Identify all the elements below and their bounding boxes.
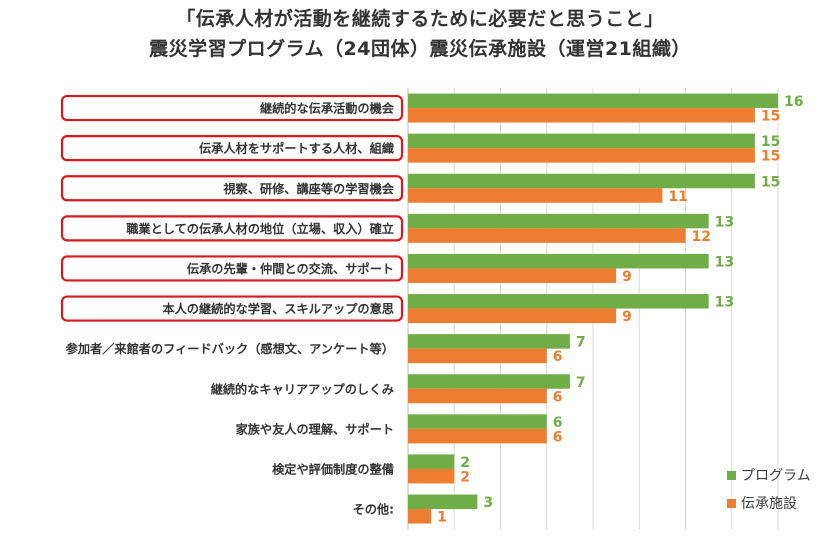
data-label: 12 xyxy=(692,229,711,245)
category-label: 家族や友人の理解、サポート xyxy=(236,421,394,436)
data-label: 6 xyxy=(553,429,563,445)
bar-program xyxy=(408,213,709,229)
data-label: 13 xyxy=(715,214,734,230)
bar-facility xyxy=(408,428,547,444)
data-label: 2 xyxy=(460,469,470,485)
chart-title: 「伝承人材が活動を継続するために必要だと思うこと」 震災学習プログラム（24団体… xyxy=(0,4,840,64)
bar-program xyxy=(408,494,478,510)
highlight-box xyxy=(60,175,404,202)
data-label: 16 xyxy=(784,94,803,110)
bar-facility xyxy=(408,388,547,404)
data-label: 13 xyxy=(715,254,734,270)
category-label: 継続的な伝承活動の機会 xyxy=(260,101,395,116)
bar-facility xyxy=(408,108,755,123)
category-label: 伝承の先輩・仲間との交流、サポート xyxy=(187,261,394,276)
legend-label: プログラム xyxy=(741,468,811,484)
category-label: 本人の継続的な学習、スキルアップの意思 xyxy=(162,301,394,316)
bar-facility xyxy=(408,148,755,163)
bar-facility xyxy=(408,509,432,524)
bar-program xyxy=(408,173,755,189)
bar-facility xyxy=(408,308,617,324)
category-label: 伝承人材をサポートする人材、組織 xyxy=(199,141,395,156)
bar-facility xyxy=(408,228,686,243)
bars xyxy=(408,93,778,524)
category-label: 継続的なキャリアアップのしくみ xyxy=(211,381,394,396)
chart-title-line2: 震災学習プログラム（24団体）震災伝承施設（運営21組織） xyxy=(149,38,691,60)
category-label: 職業としての伝承人材の地位（立場、収入）確立 xyxy=(126,221,394,236)
data-label: 6 xyxy=(553,389,563,405)
data-label: 9 xyxy=(622,309,632,325)
bar-program xyxy=(408,454,455,469)
highlight-box xyxy=(60,94,404,122)
data-label: 11 xyxy=(668,189,687,205)
category-label: その他: xyxy=(353,502,394,517)
highlight-box xyxy=(60,135,404,162)
bar-program xyxy=(408,334,570,349)
bar-program xyxy=(408,374,570,389)
category-labels: 継続的な伝承活動の機会伝承人材をサポートする人材、組織視察、研修、講座等の学習機… xyxy=(60,94,404,517)
highlight-box xyxy=(60,255,404,282)
data-label: 7 xyxy=(576,335,586,351)
bar-facility xyxy=(408,188,663,203)
data-label: 15 xyxy=(761,174,780,190)
data-label: 6 xyxy=(553,415,563,431)
bar-facility xyxy=(408,468,455,484)
data-label: 6 xyxy=(553,349,563,365)
legend-swatch xyxy=(727,499,736,508)
data-label: 7 xyxy=(576,375,586,391)
data-label: 15 xyxy=(761,134,780,150)
bar-program xyxy=(408,253,709,269)
legend-swatch xyxy=(727,471,736,480)
data-label: 15 xyxy=(761,109,780,125)
highlight-box xyxy=(60,295,404,322)
legend-label: 伝承施設 xyxy=(741,496,797,512)
data-label: 2 xyxy=(460,455,470,471)
chart-title-line1: 「伝承人材が活動を継続するために必要だと思うこと」 xyxy=(176,8,664,30)
data-label: 15 xyxy=(761,149,780,165)
data-label: 1 xyxy=(437,510,447,526)
bar-program xyxy=(408,414,547,429)
data-label: 3 xyxy=(483,495,493,511)
category-label: 視察、研修、講座等の学習機会 xyxy=(222,181,394,196)
bar-program xyxy=(408,133,755,149)
bar-facility xyxy=(408,268,617,283)
bar-program xyxy=(408,93,778,109)
highlight-box xyxy=(60,215,404,242)
bar-facility xyxy=(408,348,547,364)
data-label: 9 xyxy=(622,269,632,285)
bar-program xyxy=(408,294,709,309)
data-label: 13 xyxy=(715,295,734,311)
category-label: 参加者／来館者のフィードバック（感想文、アンケート等） xyxy=(66,341,394,356)
category-label: 検定や評価制度の整備 xyxy=(272,461,394,476)
